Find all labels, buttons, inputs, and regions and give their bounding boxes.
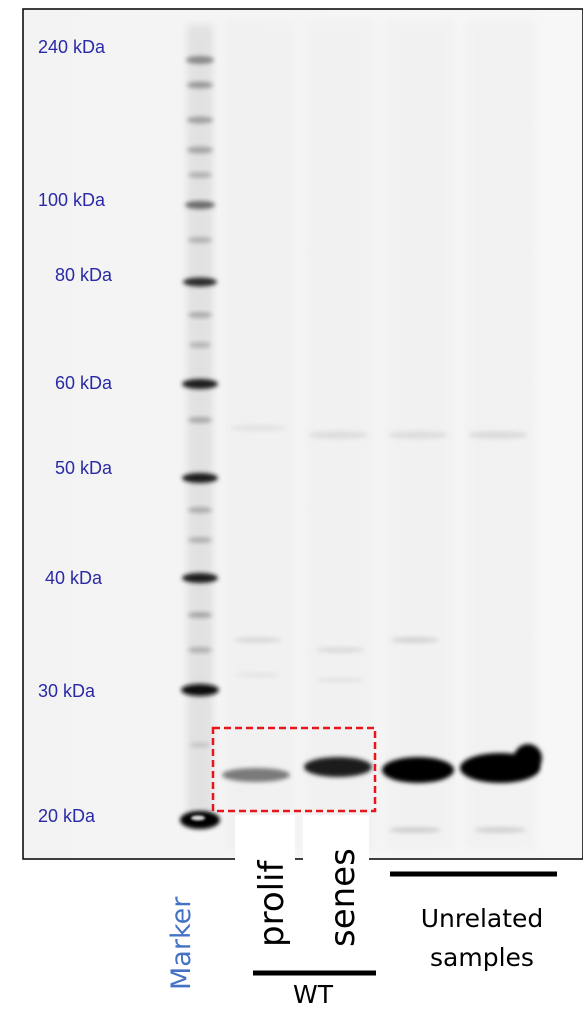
lane-label-marker: Marker (166, 896, 197, 990)
mw-labels: 240 kDa 100 kDa 80 kDa 60 kDa 50 kDa 40 … (38, 37, 113, 826)
group-label-wt: WT (293, 980, 334, 1009)
band-prolif (222, 768, 290, 782)
main-bands (222, 744, 542, 783)
lane-label-unrelated-line1: Unrelated (421, 904, 544, 933)
mw-label-20: 20 kDa (38, 806, 96, 826)
band-unrelated-1 (382, 757, 454, 783)
mw-label-80: 80 kDa (55, 265, 113, 285)
mw-label-40: 40 kDa (45, 568, 103, 588)
mw-label-60: 60 kDa (55, 373, 113, 393)
lane-label-unrelated-line2: samples (430, 943, 534, 972)
mw-label-30: 30 kDa (38, 681, 96, 701)
marker-ladder (180, 25, 220, 829)
lane-label-senes: senes (323, 848, 363, 947)
lane-label-prolif: prolif (252, 859, 292, 947)
mw-label-50: 50 kDa (55, 458, 113, 478)
mw-label-240: 240 kDa (38, 37, 106, 57)
highlight-box (211, 726, 377, 813)
mw-label-100: 100 kDa (38, 190, 106, 210)
band-senes (304, 757, 372, 777)
